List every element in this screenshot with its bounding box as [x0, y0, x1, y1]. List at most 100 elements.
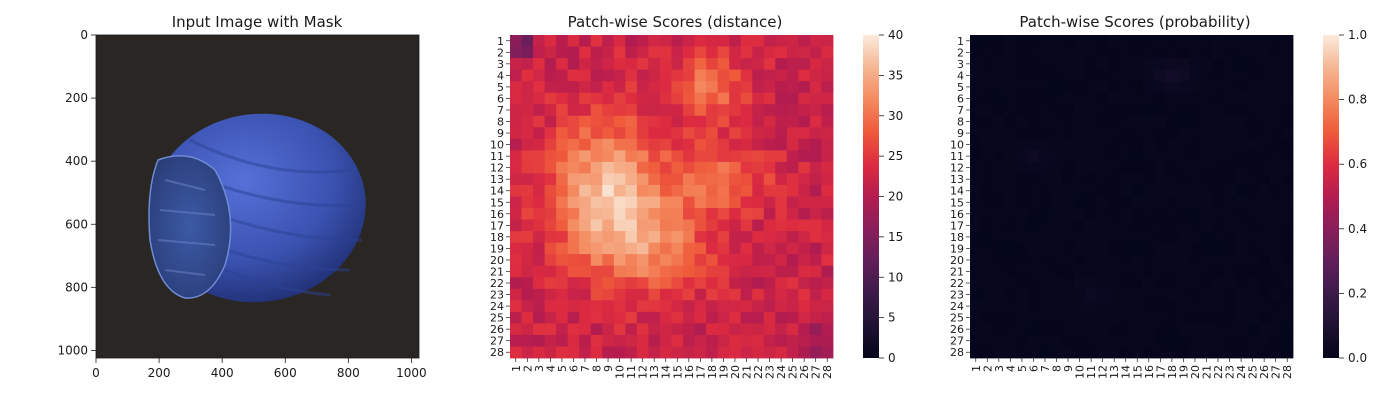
heatmap-cell: [659, 35, 672, 47]
heatmap-cell: [1039, 265, 1052, 278]
heatmap-cell: [510, 323, 522, 336]
heatmap-cell: [970, 184, 982, 197]
panel-distance-heatmap: Patch-wise Scores (distance) 12345678910…: [490, 13, 903, 379]
y-tick-label: 10: [490, 139, 504, 152]
heatmap-cell: [993, 300, 1006, 313]
heatmap-cell: [613, 346, 626, 359]
heatmap-cell: [786, 161, 799, 174]
heatmap-cell: [1096, 173, 1109, 186]
x-tick-label: 17: [1154, 365, 1167, 379]
heatmap-cell: [1085, 334, 1098, 347]
colorbar-tick-label: 0: [888, 351, 896, 365]
heatmap-cell: [798, 254, 811, 267]
heatmap-cell: [1212, 69, 1225, 82]
heatmap-cell: [636, 277, 649, 290]
heatmap-cell: [821, 92, 834, 105]
x-tick-label: 25: [787, 365, 800, 379]
heatmap-cell: [1281, 346, 1294, 359]
heatmap-cell: [1096, 288, 1109, 301]
heatmap-cell: [1189, 127, 1202, 140]
heatmap-cell: [1027, 219, 1040, 232]
heatmap-cell: [740, 300, 753, 313]
heatmap-cell: [1189, 150, 1202, 163]
heatmap-cell: [613, 323, 626, 336]
heatmap-cell: [556, 254, 569, 267]
heatmap-cell: [1189, 184, 1202, 197]
heatmap-cell: [1223, 334, 1236, 347]
heatmap-cell: [740, 173, 753, 186]
heatmap-cell: [717, 161, 730, 174]
heatmap-cell: [752, 323, 765, 336]
heatmap-cell: [1281, 242, 1294, 255]
heatmap-cell: [1119, 334, 1132, 347]
heatmap-cell: [533, 35, 546, 47]
heatmap-cell: [763, 196, 776, 209]
heatmap-cell: [717, 265, 730, 278]
heatmap-cell: [556, 300, 569, 313]
heatmap-cell: [1119, 346, 1132, 359]
heatmap-cell: [1223, 173, 1236, 186]
heatmap-cell: [752, 173, 765, 186]
heatmap-cell: [993, 69, 1006, 82]
heatmap-cell: [993, 277, 1006, 290]
heatmap-cell: [1004, 58, 1017, 71]
heatmap-cell: [1131, 46, 1144, 59]
heatmap-cell: [970, 265, 982, 278]
heatmap-cell: [1108, 334, 1121, 347]
heatmap-cell: [602, 173, 615, 186]
heatmap-cell: [1223, 150, 1236, 163]
heatmap-cell: [510, 277, 522, 290]
heatmap-cell: [1235, 323, 1248, 336]
heatmap-cell: [1039, 323, 1052, 336]
heatmap-cell: [1281, 231, 1294, 244]
heatmap-cell: [970, 242, 982, 255]
heatmap-cell: [590, 242, 603, 255]
heatmap-cell: [544, 104, 557, 117]
heatmap-cell: [1281, 311, 1294, 324]
heatmap-cell: [659, 104, 672, 117]
heatmap-cell: [798, 115, 811, 128]
heatmap-cell: [556, 35, 569, 47]
heatmap-cell: [1200, 35, 1213, 47]
heatmap-cell: [1016, 265, 1029, 278]
heatmap-cell: [1050, 277, 1063, 290]
heatmap-cell: [1143, 300, 1155, 313]
heatmap-cell: [970, 346, 982, 359]
heatmap-cell: [636, 81, 649, 94]
heatmap-cell: [659, 58, 672, 71]
heatmap-cell: [694, 288, 707, 301]
colorbar-tick-label: 0.0: [1348, 351, 1367, 365]
heatmap-cell: [1108, 323, 1121, 336]
heatmap-cell: [1281, 277, 1294, 290]
heatmap-cell: [510, 254, 522, 267]
heatmap-cell: [970, 46, 982, 59]
heatmap-cell: [1269, 69, 1282, 82]
heatmap-cell: [521, 104, 534, 117]
heatmap-cell: [1143, 231, 1155, 244]
heatmap-cell: [659, 161, 672, 174]
heatmap-cell: [1004, 173, 1017, 186]
heatmap-cell: [970, 69, 982, 82]
heatmap-cell: [1016, 138, 1029, 151]
heatmap-cell: [533, 323, 546, 336]
heatmap-cell: [567, 127, 580, 140]
heatmap-cell: [1131, 115, 1144, 128]
heatmap-cell: [1085, 277, 1098, 290]
heatmap-cell: [521, 242, 534, 255]
heatmap-cell: [717, 277, 730, 290]
heatmap-cell: [510, 92, 522, 105]
heatmap-cell: [1154, 81, 1167, 94]
heatmap-cell: [1235, 196, 1248, 209]
heatmap-cell: [671, 311, 684, 324]
heatmap-cell: [671, 150, 684, 163]
heatmap-cell: [1119, 115, 1132, 128]
colorbar-tick-label: 20: [888, 190, 903, 204]
heatmap-cell: [1212, 35, 1225, 47]
heatmap-cell: [521, 92, 534, 105]
heatmap-cell: [1027, 46, 1040, 59]
heatmap-cell: [970, 81, 982, 94]
heatmap-cell: [1108, 184, 1121, 197]
heatmap-cell: [1039, 254, 1052, 267]
heatmap-cell: [1016, 173, 1029, 186]
x-tick-label: 6: [567, 365, 580, 372]
